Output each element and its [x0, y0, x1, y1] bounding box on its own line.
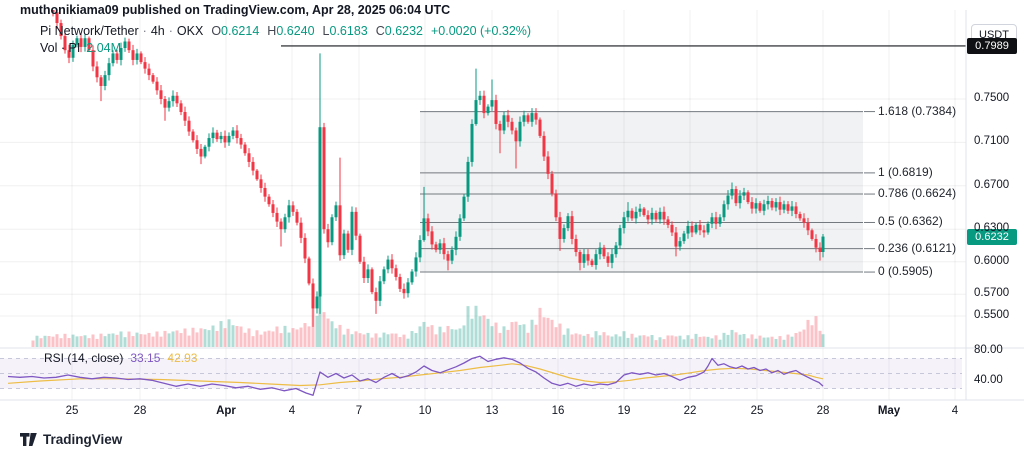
low-label: L: [322, 24, 330, 38]
rsi-label: RSI (14, close): [44, 351, 124, 365]
open-label: O: [211, 24, 222, 38]
rsi-scale-tick[interactable]: 40.00: [974, 374, 1003, 386]
exchange-name: OKX: [176, 24, 204, 38]
attribution-text: muthonikiama09 published on TradingView.…: [20, 3, 451, 17]
rsi-line: [7, 355, 824, 396]
open-value: 0.6214: [221, 24, 260, 38]
time-axis-label[interactable]: 7: [355, 405, 363, 417]
price-scale-tick[interactable]: 0.7500: [974, 92, 1010, 104]
fib-level-label: 0.5 (0.6362): [878, 214, 943, 229]
change-value: +0.0020 (+0.32%): [431, 24, 532, 38]
time-axis-label[interactable]: 13: [485, 405, 499, 417]
marked-price-label: 0.7989: [967, 37, 1017, 54]
rsi-ma-value: 42.93: [167, 351, 198, 365]
time-axis-label[interactable]: 4: [951, 405, 959, 417]
price-scale-tick[interactable]: 0.6700: [974, 178, 1010, 191]
legend-separator: ·: [168, 24, 173, 38]
time-axis-label[interactable]: 28: [133, 405, 147, 417]
symbol-name: Pi Network/Tether: [40, 24, 139, 38]
close-value: 0.6232: [384, 24, 423, 38]
price-scale-tick[interactable]: 0.5700: [974, 287, 1010, 300]
high-label: H: [267, 24, 277, 38]
tradingview-logo-icon: [20, 433, 37, 446]
time-axis-label[interactable]: 4: [288, 405, 296, 417]
last-price-label: 0.6232: [967, 228, 1017, 245]
price-scale-tick[interactable]: 0.6000: [974, 254, 1010, 267]
tradingview-logo-text: TradingView: [43, 432, 123, 447]
price-scale-tick[interactable]: 0.5500: [974, 309, 1010, 321]
timeframe: 4h: [150, 24, 165, 38]
tradingview-logo[interactable]: TradingView: [20, 432, 122, 447]
fib-level-label: 1.618 (0.7384): [878, 103, 957, 118]
time-axis-label[interactable]: 25: [65, 405, 79, 417]
rsi-value: 33.15: [130, 351, 161, 365]
time-axis-label[interactable]: 25: [750, 405, 764, 417]
fib-level-label: 0.236 (0.6121): [878, 240, 957, 255]
time-axis-label[interactable]: 10: [418, 405, 432, 417]
time-axis-label[interactable]: 16: [551, 405, 565, 417]
time-axis-label[interactable]: 22: [683, 405, 697, 417]
volume-label: Vol · PI: [40, 41, 81, 55]
close-label: C: [375, 24, 385, 38]
volume-legend[interactable]: Vol · PI 2.04M: [40, 41, 121, 55]
fib-retracement-zone[interactable]: [420, 111, 863, 273]
volume-histogram: [31, 292, 825, 347]
fib-level-label: 1 (0.6819): [878, 164, 933, 179]
time-axis-label[interactable]: 28: [816, 405, 830, 417]
time-axis-label[interactable]: Apr: [216, 405, 236, 417]
candlestick-series: [51, 10, 825, 327]
time-axis-label[interactable]: May: [877, 405, 901, 417]
low-value: 0.6183: [329, 24, 368, 38]
rsi-legend[interactable]: RSI (14, close) 33.15 42.93: [44, 351, 197, 365]
price-scale-tick[interactable]: 0.6300: [974, 222, 1010, 235]
high-value: 0.6240: [276, 24, 315, 38]
symbol-legend[interactable]: Pi Network/Tether · 4h · OKX O0.6214 H0.6240 L0…: [40, 24, 531, 38]
fib-level-label: 0.786 (0.6624): [878, 186, 957, 201]
rsi-scale-tick[interactable]: 80.00: [974, 344, 1003, 356]
time-axis-label[interactable]: 19: [617, 405, 631, 417]
price-scale-tick[interactable]: 0.7100: [974, 135, 1010, 148]
fib-level-label: 0 (0.5905): [878, 264, 933, 279]
volume-value: 2.04M: [86, 41, 122, 55]
legend-separator: ·: [142, 24, 147, 38]
